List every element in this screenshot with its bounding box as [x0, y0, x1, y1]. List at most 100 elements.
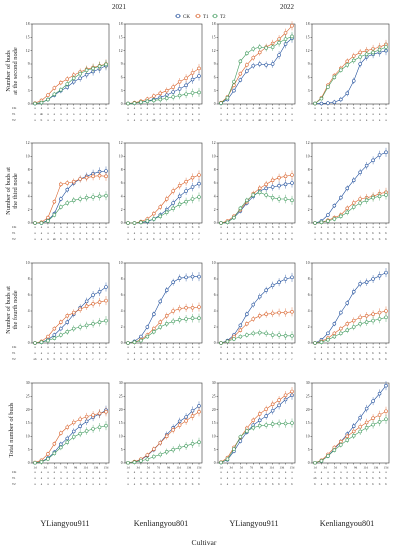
data-point-t2: [232, 447, 236, 451]
sig-letter: a: [127, 470, 129, 474]
sig-letter: a: [160, 231, 162, 235]
sig-letter: a: [192, 470, 194, 474]
sig-letter: a: [160, 237, 162, 241]
sig-letter: a: [34, 351, 36, 355]
data-point-t2: [152, 330, 156, 334]
sig-letter: b: [385, 357, 387, 361]
y-tick-label: 15: [306, 421, 310, 425]
data-point-t2: [283, 334, 288, 338]
sig-letter: a: [79, 106, 81, 110]
sig-row-label: CK: [12, 106, 17, 110]
data-point-t1: [364, 420, 369, 425]
sig-letter: a: [179, 470, 181, 474]
data-point-ck: [290, 275, 294, 280]
data-point-ck: [332, 203, 337, 208]
y-tick-label: 2: [121, 325, 123, 329]
sig-letter: b: [140, 482, 142, 486]
sig-letter: a: [278, 470, 280, 474]
sig-letter: a: [134, 482, 136, 486]
data-point-ck: [277, 403, 281, 408]
series-line-t1: [127, 68, 200, 104]
sig-letter: a: [54, 112, 56, 116]
row-ylabel-1-line-2: the third node: [12, 173, 19, 209]
sig-letter: a: [278, 476, 280, 480]
sig-letter: b: [285, 351, 287, 355]
sig-letter: a: [60, 345, 62, 349]
data-point-ck: [351, 424, 356, 428]
data-point-ck: [339, 97, 343, 102]
sig-letter: a: [246, 470, 248, 474]
sig-letter: a: [147, 357, 149, 361]
sig-letter: a: [60, 470, 62, 474]
data-point-ck: [277, 183, 281, 188]
sig-letter: a: [41, 106, 43, 110]
data-point-t2: [132, 460, 137, 464]
sig-letter: a: [340, 112, 342, 116]
sig-letter: a: [240, 225, 242, 229]
x-tick-label: 3d: [324, 466, 328, 470]
sig-letter: a: [172, 112, 174, 116]
sig-letter: a: [127, 225, 129, 229]
data-point-t2: [152, 217, 156, 221]
sig-letter: b: [379, 476, 381, 480]
data-point-t2: [219, 101, 223, 105]
sig-letter: b: [346, 357, 348, 361]
data-point-t1: [245, 322, 249, 326]
sig-letter: a: [233, 476, 235, 480]
data-point-t1: [71, 420, 76, 425]
data-point-t2: [251, 193, 256, 197]
y-tick-label: 0: [28, 102, 30, 106]
sig-letter: a: [265, 345, 267, 349]
data-point-t1: [351, 318, 356, 323]
sig-letter: b: [327, 106, 329, 110]
sig-letter: a: [272, 345, 274, 349]
data-point-t2: [319, 340, 324, 344]
sig-letter: a: [265, 476, 267, 480]
y-tick-label: 0: [214, 102, 216, 106]
sig-letter: a: [166, 476, 168, 480]
data-point-t1: [264, 312, 268, 316]
data-point-t2: [184, 199, 188, 204]
data-point-t1: [171, 189, 175, 193]
sig-letter: b: [86, 237, 88, 241]
sig-letter: a: [172, 470, 174, 474]
sig-letter: a: [140, 476, 142, 480]
data-point-t1: [152, 447, 156, 451]
sig-letter: b: [346, 237, 348, 241]
data-point-t1: [264, 407, 268, 411]
series-line-t2: [127, 441, 200, 464]
sig-letter: a: [278, 345, 280, 349]
data-point-t2: [171, 206, 175, 211]
y-tick-label: 4: [308, 309, 310, 313]
data-point-t2: [332, 75, 337, 80]
data-point-t2: [71, 435, 76, 439]
data-point-t1: [251, 56, 256, 60]
sig-letter: a: [327, 118, 329, 122]
x-tick-label: 1d: [219, 466, 223, 470]
sig-letter: b: [366, 351, 368, 355]
data-point-ck: [104, 285, 108, 289]
sig-letter: c: [192, 357, 194, 361]
data-point-t2: [46, 338, 50, 343]
sig-letter: b: [385, 482, 387, 486]
sig-letter: a: [359, 112, 361, 116]
y-tick-label: 18: [212, 22, 216, 26]
data-point-t2: [251, 426, 256, 430]
sig-letter: b: [353, 482, 355, 486]
sig-letter: a: [278, 112, 280, 116]
sig-letter: a: [54, 476, 56, 480]
data-point-t1: [97, 300, 102, 304]
data-point-t2: [319, 459, 324, 463]
legend-marker-ck: [175, 13, 181, 19]
sig-letter: a: [233, 118, 235, 122]
sig-letter: a: [314, 470, 316, 474]
x-tick-label: 13d: [186, 466, 191, 470]
data-point-ck: [197, 274, 201, 279]
sig-row-label: T1: [12, 112, 16, 116]
